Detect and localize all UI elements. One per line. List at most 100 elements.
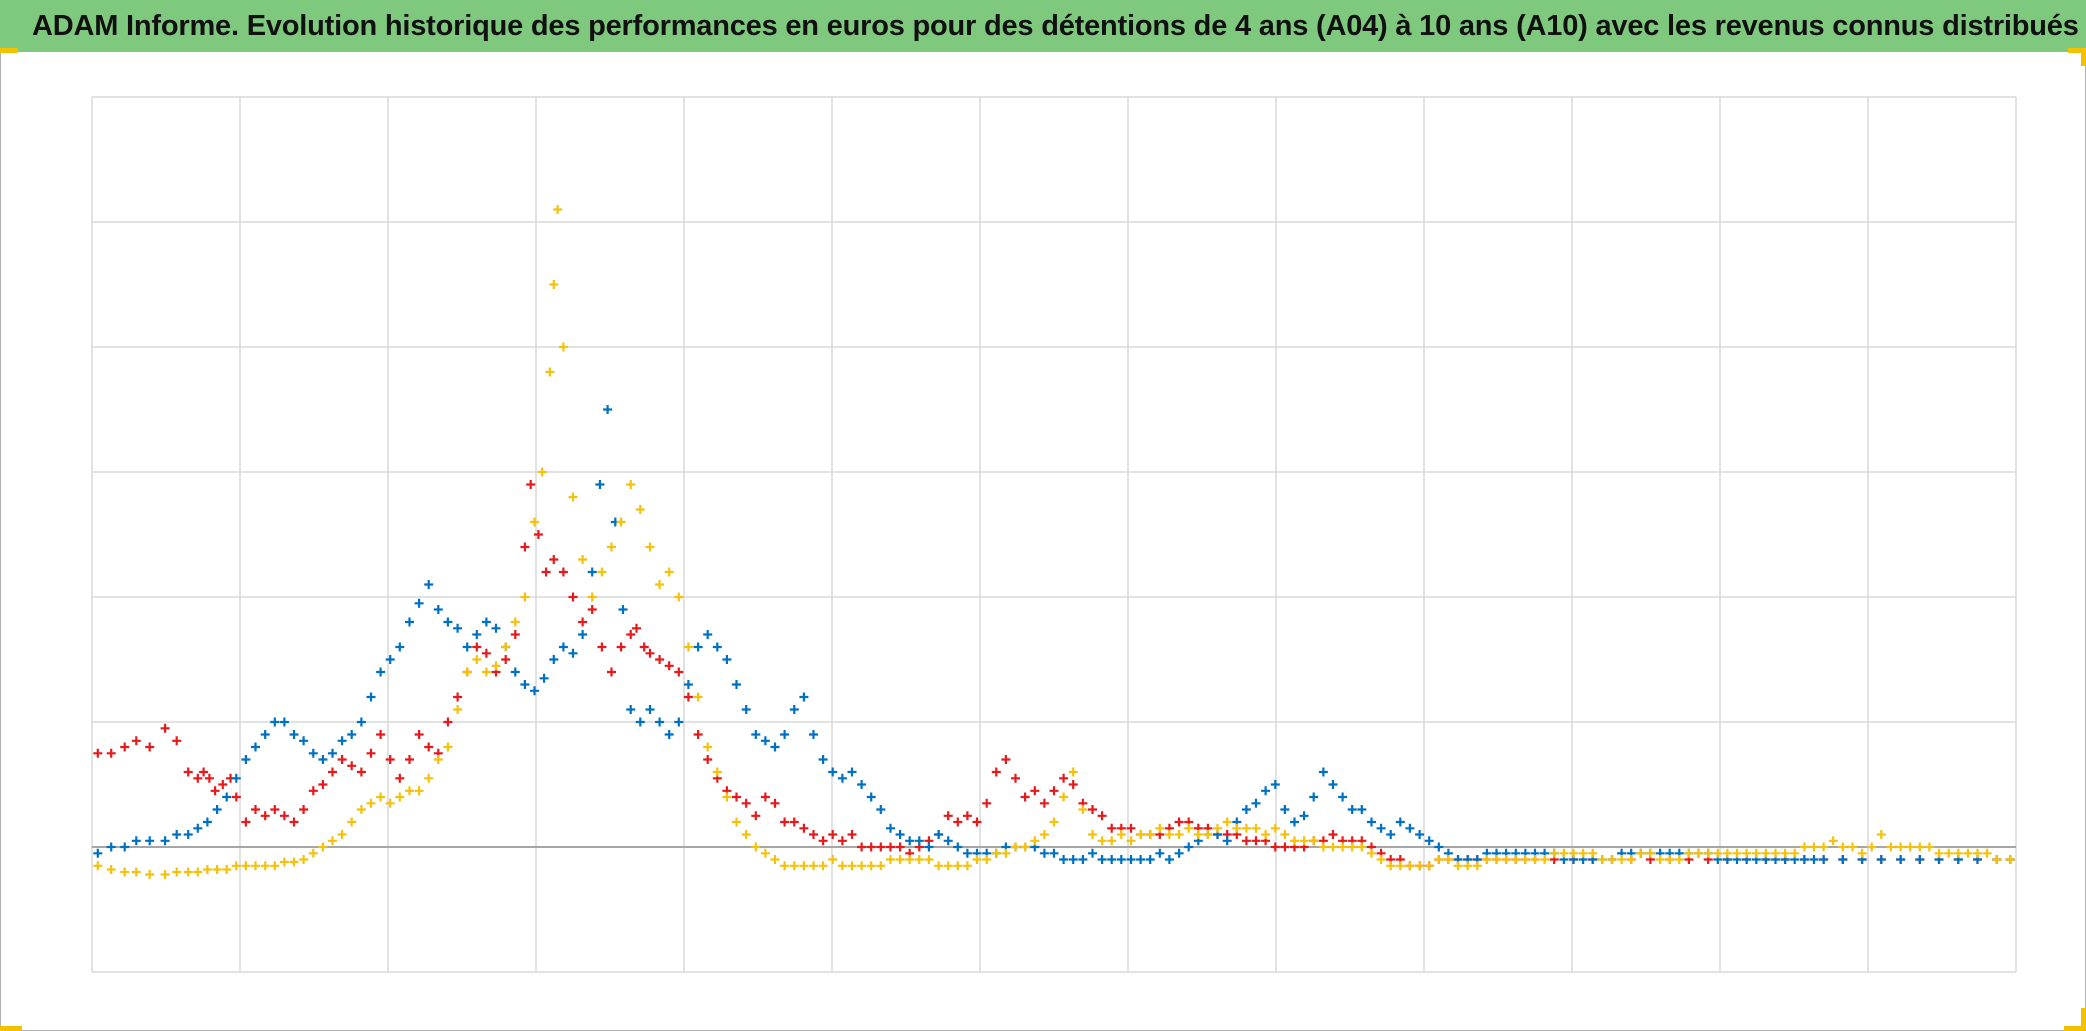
data-point <box>1328 780 1338 789</box>
data-point <box>645 542 655 552</box>
data-point <box>1434 842 1444 852</box>
data-point <box>1155 823 1165 833</box>
data-point <box>1501 855 1511 864</box>
data-point <box>1164 830 1174 839</box>
data-point <box>1713 848 1723 858</box>
data-point <box>462 667 472 677</box>
data-point <box>510 617 520 627</box>
data-point <box>212 865 222 874</box>
data-point <box>1953 848 1963 858</box>
data-point <box>943 811 953 821</box>
data-point <box>616 517 626 527</box>
data-point <box>866 842 876 852</box>
data-point <box>837 836 847 846</box>
data-point <box>1309 836 1319 846</box>
data-point <box>809 861 818 871</box>
data-point <box>1174 830 1184 839</box>
data-point <box>962 861 972 871</box>
data-point <box>1049 817 1059 827</box>
data-point <box>251 742 260 752</box>
data-point <box>270 861 280 871</box>
data-point <box>1665 855 1675 864</box>
data-point <box>626 480 636 489</box>
data-point <box>145 836 155 846</box>
data-point <box>943 836 953 846</box>
data-point <box>1088 805 1097 814</box>
data-point <box>145 870 155 879</box>
data-point <box>1386 830 1396 839</box>
data-point <box>453 705 463 714</box>
data-point <box>982 798 992 808</box>
data-point <box>1722 848 1732 858</box>
data-point <box>1068 767 1078 777</box>
data-point <box>481 667 491 677</box>
data-point <box>520 680 530 689</box>
data-point <box>1020 842 1030 852</box>
data-point <box>847 767 857 777</box>
data-point <box>1367 848 1376 858</box>
data-point <box>558 342 568 352</box>
data-point <box>1068 855 1078 864</box>
data-point <box>1097 855 1107 864</box>
data-point <box>712 767 722 777</box>
data-point <box>741 830 751 839</box>
data-point <box>541 567 551 577</box>
data-point <box>1751 848 1761 858</box>
data-point <box>1241 836 1251 846</box>
data-point <box>780 861 790 871</box>
data-point <box>289 857 299 867</box>
data-point <box>905 855 915 864</box>
data-point <box>481 648 491 658</box>
data-point <box>279 717 289 727</box>
data-point <box>356 717 366 727</box>
data-point <box>1001 848 1011 858</box>
data-point <box>693 642 703 652</box>
series-layer <box>93 205 2015 879</box>
corner-mark-bottom-right-vertical <box>2081 1008 2086 1031</box>
data-point <box>328 748 337 758</box>
data-point <box>1299 811 1309 821</box>
data-point <box>626 630 636 639</box>
data-point <box>1270 780 1280 789</box>
data-point <box>1126 855 1136 864</box>
data-point <box>414 598 424 608</box>
data-point <box>289 730 299 739</box>
data-point <box>578 555 588 564</box>
data-point <box>193 867 203 877</box>
data-point <box>210 786 220 796</box>
data-point <box>443 717 453 727</box>
data-point <box>318 780 328 789</box>
data-point <box>453 692 463 702</box>
data-point <box>1848 842 1857 852</box>
data-point <box>1020 792 1030 802</box>
data-point <box>760 736 770 746</box>
data-point <box>876 805 886 814</box>
data-point <box>1107 855 1117 864</box>
data-point <box>924 855 934 864</box>
data-point <box>1896 855 1906 864</box>
data-point <box>1261 830 1271 839</box>
data-point <box>1261 786 1271 796</box>
data-point <box>1290 836 1299 846</box>
data-point <box>472 655 482 664</box>
data-point <box>618 605 628 614</box>
data-point <box>732 680 741 689</box>
data-point <box>1569 848 1578 858</box>
data-point <box>199 767 209 777</box>
data-point <box>1107 836 1117 846</box>
data-point <box>1780 848 1790 858</box>
data-point <box>962 811 972 821</box>
data-point <box>857 861 867 871</box>
data-point <box>1347 805 1357 814</box>
data-point <box>1530 855 1540 864</box>
data-point <box>664 730 674 739</box>
data-point <box>1145 830 1155 839</box>
data-point <box>1174 817 1184 827</box>
data-point <box>1251 836 1261 846</box>
data-point <box>443 617 453 627</box>
data-point <box>120 867 130 877</box>
data-point <box>905 836 915 846</box>
data-point <box>683 680 693 689</box>
data-point <box>443 742 453 752</box>
data-point <box>1761 848 1771 858</box>
